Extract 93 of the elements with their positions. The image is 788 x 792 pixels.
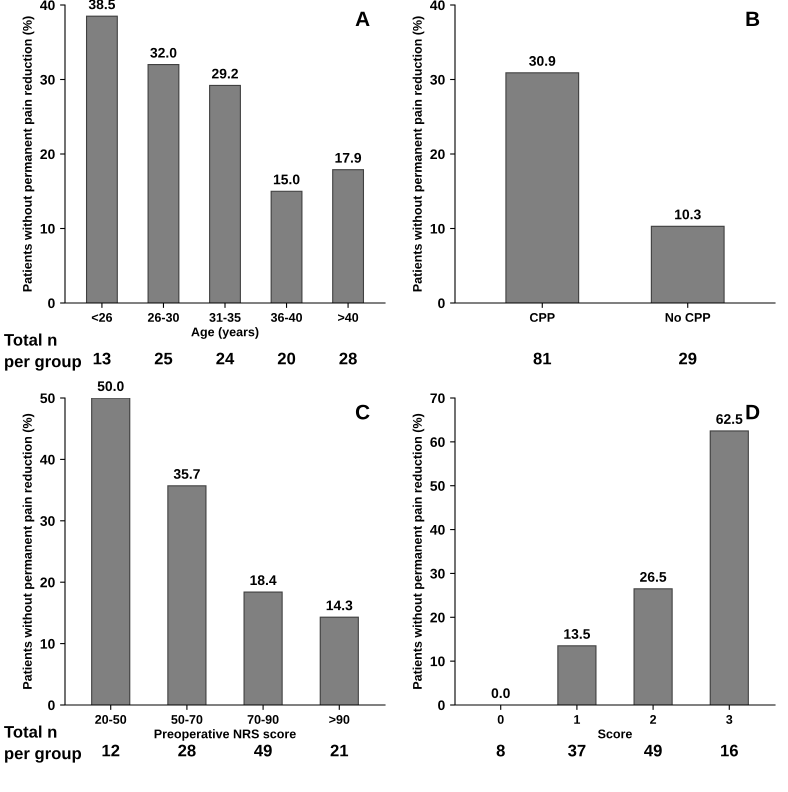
data-label: 29.2	[212, 68, 238, 79]
bar	[332, 169, 364, 303]
data-label: 62.5	[716, 414, 742, 424]
text: 29	[679, 352, 696, 364]
y-tick-label: 10	[430, 656, 445, 666]
text: 12	[102, 744, 120, 756]
text: 8	[496, 744, 505, 756]
y-tick-label: 20	[40, 149, 55, 160]
data-label: 26.5	[640, 572, 666, 582]
chart-title: D	[746, 404, 760, 420]
y-tick-label: 40	[430, 0, 445, 10]
text: Total n per group	[4, 725, 82, 763]
text: 28	[178, 744, 196, 756]
y-tick-label: 70	[430, 393, 445, 404]
y-tick-label: 30	[430, 568, 445, 579]
x-tick-label: 20-50	[95, 715, 126, 724]
data-label: 32.0	[150, 48, 176, 58]
x-tick-label: 70-90	[248, 715, 279, 724]
text: 49	[254, 744, 272, 756]
y-tick-label: 0	[48, 700, 55, 710]
data-label: 17.9	[335, 152, 362, 163]
data-label: 13.5	[564, 629, 590, 639]
data-label: 10.3	[675, 210, 701, 220]
x-tick-label: CPP	[530, 313, 555, 322]
data-label: 50.0	[98, 381, 124, 392]
bar	[86, 16, 118, 303]
bar	[243, 591, 283, 705]
x-tick-label: 50-70	[171, 715, 202, 724]
x-tick-label: No CPP	[666, 313, 710, 322]
y-tick-label: 40	[40, 0, 55, 10]
x-tick-label: 0	[498, 715, 504, 724]
y-tick-label: 30	[40, 516, 55, 526]
x-tick-label: 36-40	[270, 313, 302, 322]
x-tick-label: <26	[92, 313, 112, 322]
bar	[270, 190, 302, 303]
text: 21	[330, 744, 348, 756]
x-tick-label: 26-30	[148, 313, 179, 322]
y-tick-label: 0	[438, 700, 445, 710]
data-label: 15.0	[274, 174, 300, 184]
y-tick-label: 30	[40, 74, 55, 85]
text: 37	[568, 744, 586, 756]
y-tick-label: 30	[430, 74, 445, 85]
bar	[148, 64, 180, 303]
x-tick-label: 2	[650, 715, 656, 724]
text: Total n per group	[4, 333, 82, 371]
y-tick-label: 0	[48, 298, 55, 308]
y-axis-title: Patients without permanent pain reduction (%)	[412, 16, 424, 292]
text: 25	[154, 352, 172, 364]
text: 81	[534, 352, 552, 364]
x-tick-label: >40	[338, 313, 358, 322]
y-tick-label: 20	[430, 612, 445, 622]
bar	[320, 616, 359, 705]
x-axis-title: Age (years)	[191, 327, 258, 339]
x-tick-label: >90	[329, 715, 350, 724]
data-label: 0.0	[492, 688, 510, 698]
y-tick-label: 0	[438, 298, 445, 308]
bar	[209, 84, 241, 303]
data-label: 14.3	[326, 600, 352, 610]
data-label: 30.9	[529, 56, 556, 66]
bar	[557, 645, 597, 705]
x-tick-label: 3	[726, 715, 732, 724]
y-axis-title: Patients without permanent pain reduction (%)	[22, 414, 34, 689]
text: 24	[216, 352, 234, 364]
text: 16	[721, 744, 738, 756]
y-tick-label: 10	[40, 224, 55, 234]
bar	[167, 485, 207, 705]
y-tick-label: 10	[430, 224, 445, 234]
text: 13	[94, 352, 111, 364]
y-axis-title: Patients without permanent pain reduction (%)	[412, 414, 424, 689]
y-axis-title: Patients without permanent pain reduction (%)	[22, 16, 34, 292]
data-label: 18.4	[250, 575, 277, 586]
y-tick-label: 20	[430, 149, 445, 160]
bar	[91, 398, 130, 705]
x-tick-label: 31-35	[209, 313, 241, 322]
x-axis-title: Preoperative NRS score	[154, 729, 296, 741]
chart-title: B	[746, 12, 760, 26]
bar	[633, 588, 673, 705]
y-tick-label: 60	[430, 437, 445, 448]
chart-title: A	[356, 12, 370, 26]
y-tick-label: 40	[40, 454, 55, 465]
text: 49	[644, 744, 662, 756]
x-tick-label: 1	[574, 715, 580, 724]
y-tick-label: 50	[430, 481, 445, 491]
data-label: 35.7	[174, 469, 200, 479]
chart-title: C	[356, 404, 370, 420]
x-axis-title: Score	[598, 729, 632, 738]
y-tick-label: 20	[40, 578, 55, 588]
y-tick-label: 40	[430, 524, 445, 535]
y-tick-label: 10	[40, 638, 55, 649]
y-tick-label: 50	[40, 393, 55, 404]
text: 28	[339, 352, 357, 364]
bar	[710, 430, 749, 705]
text: 20	[278, 352, 296, 364]
